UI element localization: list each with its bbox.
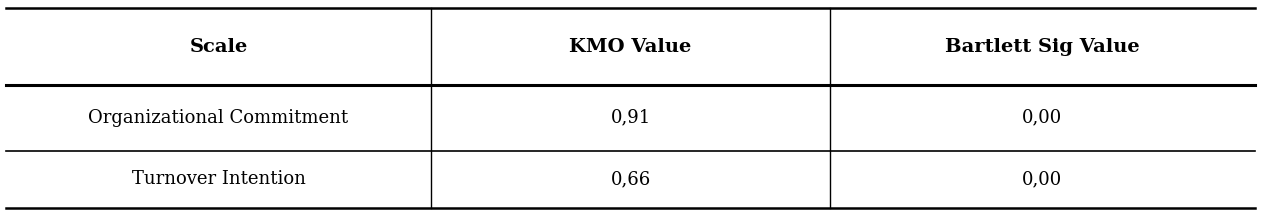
Text: 0,91: 0,91 bbox=[610, 109, 651, 127]
Text: Turnover Intention: Turnover Intention bbox=[131, 170, 305, 188]
Text: Scale: Scale bbox=[189, 38, 247, 56]
Text: 0,00: 0,00 bbox=[1023, 109, 1063, 127]
Text: Organizational Commitment: Organizational Commitment bbox=[88, 109, 348, 127]
Text: 0,66: 0,66 bbox=[610, 170, 651, 188]
Text: KMO Value: KMO Value bbox=[570, 38, 691, 56]
Text: 0,00: 0,00 bbox=[1023, 170, 1063, 188]
Text: Bartlett Sig Value: Bartlett Sig Value bbox=[946, 38, 1140, 56]
